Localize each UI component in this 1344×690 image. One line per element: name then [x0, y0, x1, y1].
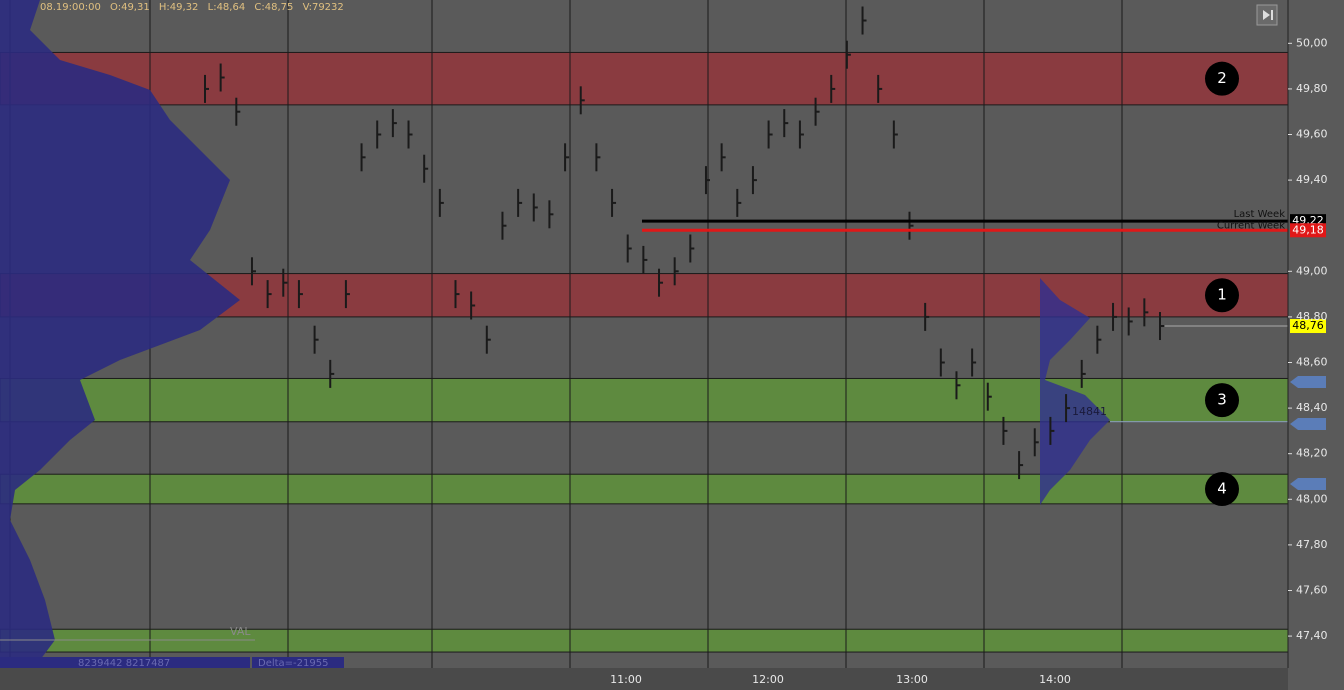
header-close: C:48,75: [254, 2, 293, 13]
y-tick-label: 49,60: [1296, 128, 1328, 141]
poc-label: 14841: [1072, 405, 1107, 418]
y-tick-label: 48,00: [1296, 492, 1328, 505]
session-profile: [1040, 278, 1110, 505]
header-low: L:48,64: [208, 2, 246, 13]
y-tick-label: 50,00: [1296, 36, 1328, 49]
price-marker: [1290, 376, 1326, 388]
y-tick-label: 49,80: [1296, 82, 1328, 95]
zone-label: 2: [1217, 69, 1227, 87]
zone: [0, 51, 1289, 106]
y-tick-label: 48,80: [1296, 310, 1328, 323]
y-tick-label: 49,40: [1296, 173, 1328, 186]
level-label: Last Week: [1234, 209, 1286, 220]
x-tick-label: 12:00: [752, 673, 784, 686]
y-tick-label: 48,40: [1296, 401, 1328, 414]
zone-label: 4: [1217, 480, 1227, 498]
price-tag: [1290, 223, 1326, 238]
x-tick-label: 13:00: [896, 673, 928, 686]
y-tick-label: 47,60: [1296, 583, 1328, 596]
last-price-label: 48,76: [1292, 319, 1324, 332]
zone-label: 3: [1217, 391, 1227, 409]
y-axis: 50,00 49,80 49,60 49,40 49,00 48,80 48,60 48,40…: [610, 36, 1327, 686]
x-tick-label: 14:00: [1039, 673, 1071, 686]
header-info: 08.19:00:00 O:49,31 H:49,32 L:48,64 C:48…: [40, 2, 344, 13]
header-high: H:49,32: [159, 2, 199, 13]
zone-badge: [1205, 472, 1239, 507]
scroll-end-icon: [1263, 10, 1273, 20]
x-tick-label: 11:00: [610, 673, 642, 686]
volume-label: 8239442 8217487: [78, 658, 170, 669]
zone-badge: [1205, 278, 1239, 313]
y-tick-label: 48,60: [1296, 355, 1328, 368]
price-bars: [204, 6, 1164, 480]
header-open: O:49,31: [110, 2, 150, 13]
price-marker: [1290, 418, 1326, 430]
level-label: Current Week: [1217, 220, 1285, 231]
y-tick-label: 49,00: [1296, 264, 1328, 277]
price-tag-label: 49,18: [1292, 223, 1324, 236]
delta-box: [252, 657, 344, 668]
zone-badge: [1205, 383, 1239, 418]
header-time: 08.19:00:00: [40, 2, 101, 13]
header-volume: V:79232: [303, 2, 344, 13]
last-price-tag: [1290, 319, 1326, 334]
volume-box: [0, 657, 250, 668]
zone: [0, 473, 1289, 505]
y-tick-label: 47,40: [1296, 629, 1328, 642]
volume-profile: [0, 0, 240, 660]
y-tick-label: 48,20: [1296, 447, 1328, 460]
price-marker: [1290, 478, 1326, 490]
y-tick-label: 47,80: [1296, 538, 1328, 551]
val-label: VAL: [230, 625, 251, 638]
zone-label: 1: [1217, 286, 1227, 304]
x-axis-strip: [0, 668, 1288, 690]
zone-badge: [1205, 61, 1239, 96]
zone: [0, 628, 1289, 653]
delta-label: Delta=-21955: [258, 658, 328, 669]
